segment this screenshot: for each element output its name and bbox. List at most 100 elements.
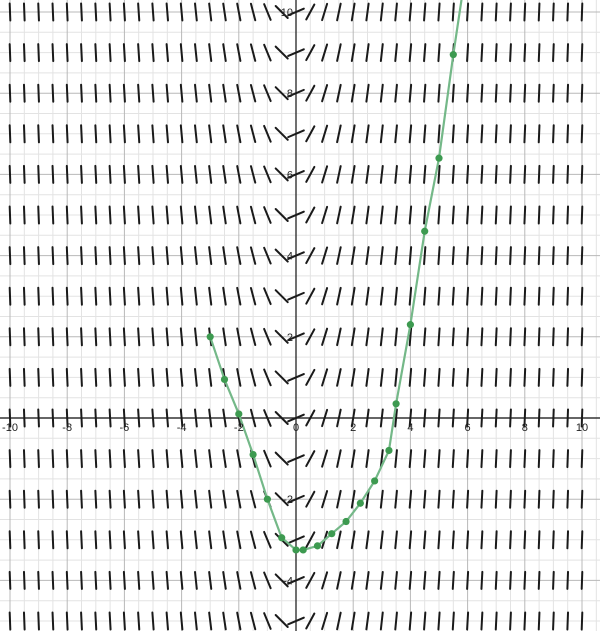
slope-segment	[151, 205, 155, 225]
slope-segment	[80, 205, 83, 225]
slope-segment	[350, 165, 356, 184]
slope-segment	[365, 164, 370, 184]
slope-segment	[466, 489, 470, 509]
slope-segment	[80, 43, 83, 63]
slope-segment	[466, 286, 470, 306]
slope-segment	[509, 408, 512, 428]
slope-segment	[37, 164, 40, 184]
slope-segment	[480, 408, 484, 428]
slope-segment	[580, 246, 584, 266]
slope-segment	[379, 205, 384, 225]
slope-segment	[151, 408, 155, 428]
slope-segment	[179, 367, 184, 387]
slope-segment	[179, 489, 184, 509]
data-point	[421, 227, 429, 235]
slope-segment	[122, 327, 126, 347]
slope-segment	[437, 124, 441, 144]
slope-segment	[8, 2, 12, 22]
slope-segment	[494, 367, 498, 387]
slope-segment	[94, 449, 98, 469]
slope-segment	[350, 286, 356, 306]
slope-segment	[523, 124, 527, 144]
slope-segment	[122, 83, 126, 103]
slope-segment	[552, 2, 555, 22]
slope-segment	[274, 614, 289, 628]
data-point	[278, 534, 286, 542]
slope-segment	[65, 408, 69, 428]
slope-segment	[321, 408, 329, 428]
slope-segment	[566, 164, 570, 184]
slope-segment	[523, 2, 527, 22]
slope-segment	[408, 246, 413, 266]
slope-segment	[437, 530, 441, 550]
slope-segment	[222, 124, 227, 144]
slope-segment	[394, 164, 398, 184]
slope-segment	[336, 530, 342, 550]
slope-segment	[222, 246, 227, 266]
slope-segment	[494, 124, 498, 144]
slope-segment	[408, 286, 413, 306]
slope-segment	[94, 530, 98, 550]
slope-segment	[65, 246, 69, 266]
slope-segment	[394, 83, 398, 103]
slope-segment	[537, 530, 541, 550]
slope-segment	[423, 327, 427, 347]
slope-segment	[236, 449, 242, 468]
slope-segment	[80, 327, 83, 347]
slope-segment	[137, 83, 141, 103]
slope-segment	[321, 84, 329, 103]
slope-segment	[222, 530, 227, 550]
slope-segment	[552, 246, 555, 266]
slope-segment	[94, 367, 98, 387]
slope-segment	[537, 286, 541, 306]
slope-segment	[287, 291, 305, 301]
slope-segment	[137, 611, 141, 631]
slope-segment	[249, 530, 257, 550]
slope-segment	[379, 367, 384, 387]
slope-segment	[466, 124, 470, 144]
slope-segment	[423, 530, 427, 550]
slope-segment	[263, 3, 272, 21]
slope-segment	[379, 83, 384, 103]
slope-segment	[466, 43, 470, 63]
slope-segment	[408, 367, 413, 387]
slope-segment	[523, 367, 527, 387]
slope-segment	[379, 489, 384, 509]
slope-segment	[408, 408, 413, 428]
slope-segment	[236, 368, 242, 387]
data-point	[235, 410, 243, 418]
slope-segment	[249, 408, 257, 428]
slope-segment	[222, 327, 227, 347]
slope-segment	[365, 2, 370, 22]
slope-segment	[480, 570, 484, 590]
slope-segment	[263, 530, 272, 549]
slope-segment	[65, 43, 69, 63]
slope-segment	[137, 489, 141, 509]
slope-segment	[263, 43, 272, 62]
slope-segment	[263, 327, 272, 346]
slope-segment	[537, 408, 541, 428]
slope-segment	[437, 286, 441, 306]
data-point	[385, 446, 393, 455]
slope-segment	[37, 246, 40, 266]
slope-segment	[480, 43, 484, 63]
slope-segment	[394, 408, 398, 428]
slope-segment	[305, 368, 316, 386]
slope-segment	[287, 332, 305, 342]
slope-segment	[179, 205, 184, 225]
slope-segment	[509, 2, 512, 22]
slope-segment	[65, 2, 69, 22]
slope-segment	[151, 286, 155, 306]
slope-segment	[194, 2, 198, 22]
slope-segment	[523, 408, 527, 428]
slope-segment	[466, 246, 470, 266]
slope-segment	[321, 490, 329, 509]
slope-segment	[179, 570, 184, 590]
slope-segment	[494, 205, 498, 225]
slope-segment	[37, 83, 40, 103]
slope-segment	[165, 83, 169, 103]
x-tick-label: -4	[177, 422, 187, 434]
slope-segment	[263, 571, 272, 590]
slope-segment	[350, 246, 356, 265]
data-point	[249, 450, 257, 459]
